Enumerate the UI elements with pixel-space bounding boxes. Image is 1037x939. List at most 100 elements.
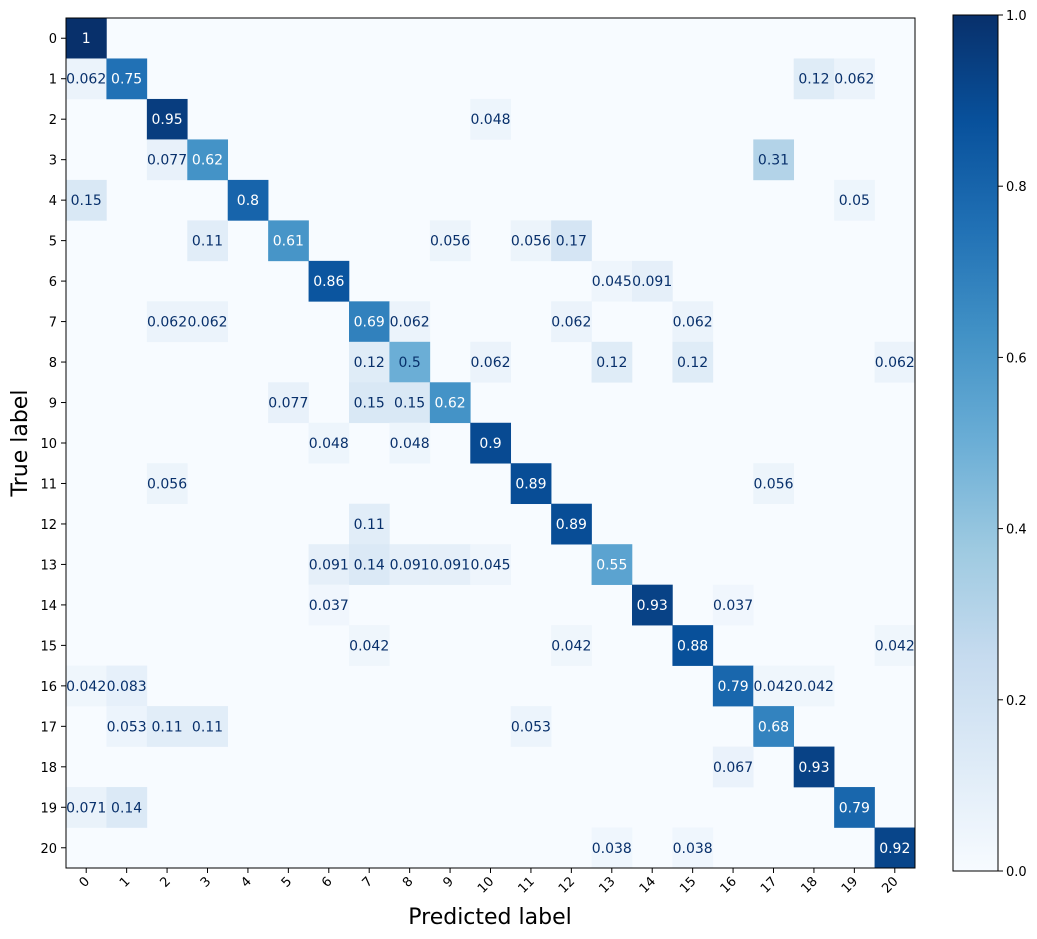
- y-tick-label: 9: [49, 397, 57, 412]
- heatmap-cell: [349, 341, 390, 383]
- x-axis-label: Predicted label: [408, 905, 571, 930]
- heatmap-cell: [753, 463, 795, 505]
- colorbar-tick-label: 1.0: [1006, 9, 1027, 24]
- heatmap-cell: [510, 463, 552, 505]
- cell-value-label: 0.86: [313, 274, 344, 290]
- cell-value-label: 0.12: [354, 355, 385, 371]
- cell-value-label: 0.75: [111, 72, 142, 88]
- heatmap-cell: [429, 220, 471, 262]
- x-tick-label: 9: [440, 874, 456, 890]
- cell-value-label: 0.045: [470, 557, 510, 573]
- colorbar-ticks: 0.0 0.2 0.4 0.6 0.8 1.0: [998, 9, 1027, 880]
- cell-value-label: 0.11: [192, 719, 223, 735]
- cell-value-label: 0.037: [713, 598, 753, 614]
- heatmap-cell: [146, 706, 188, 747]
- cell-value-label: 0.071: [66, 800, 106, 816]
- cell-value-label: 0.048: [390, 436, 430, 452]
- cell-value-label: 0.042: [349, 638, 389, 654]
- heatmap-cell: [106, 58, 148, 100]
- cell-value-label: 0.067: [713, 760, 753, 776]
- heatmap-cell: [672, 827, 714, 869]
- cell-value-label: 0.14: [111, 800, 142, 816]
- x-tick-label: 12: [556, 874, 578, 896]
- colorbar-gradient: [952, 14, 999, 872]
- colorbar-tick-label: 0.4: [1006, 523, 1027, 538]
- heatmap-cell: [834, 58, 875, 100]
- heatmap-cell: [874, 625, 916, 666]
- y-tick-label: 5: [49, 235, 57, 250]
- cell-value-label: 0.11: [354, 517, 385, 533]
- heatmap-cell: [268, 382, 309, 424]
- heatmap-cell: [308, 544, 350, 585]
- cell-value-label: 0.077: [147, 153, 187, 169]
- heatmap-cell: [753, 139, 795, 181]
- cell-value-label: 0.077: [268, 396, 308, 412]
- heatmap-cell: [793, 58, 835, 100]
- cell-value-label: 0.68: [758, 719, 789, 735]
- heatmap-cell: [389, 341, 431, 383]
- heatmap-cell: [349, 544, 390, 585]
- heatmap-cell: [551, 220, 592, 262]
- cell-value-label: 0.15: [354, 396, 385, 412]
- cell-value-label: 0.091: [390, 557, 430, 573]
- heatmap-cell: [551, 503, 592, 545]
- x-tick-label: 11: [515, 874, 537, 896]
- cell-value-label: 0.091: [309, 557, 349, 573]
- cell-value-label: 0.5: [399, 355, 421, 371]
- cell-value-label: 0.042: [753, 679, 793, 695]
- x-axis-ticks: 0 1 2 3 4 5 6 7 8 9 10 11 12 13 14 15 16 17 18 19 20: [77, 868, 902, 897]
- heatmap-cell: [187, 706, 229, 747]
- heatmap-cell: [834, 179, 875, 221]
- y-tick-label: 17: [40, 720, 57, 735]
- heatmap-cell: [146, 139, 188, 181]
- colorbar-tick-label: 0.2: [1006, 694, 1027, 709]
- heatmap-cell: [389, 382, 431, 424]
- y-tick-label: 13: [40, 558, 57, 573]
- cell-value-label: 0.045: [592, 274, 632, 290]
- heatmap-cell: [106, 706, 148, 747]
- cell-value-label: 0.062: [673, 315, 713, 331]
- y-tick-label: 8: [49, 356, 57, 371]
- x-tick-label: 15: [677, 874, 699, 896]
- cell-value-label: 0.056: [753, 476, 793, 492]
- x-tick-label: 20: [879, 874, 901, 896]
- cell-value-label: 0.042: [551, 638, 591, 654]
- y-tick-label: 12: [40, 518, 57, 533]
- y-tick-label: 0: [49, 32, 57, 47]
- heatmap-cell: [66, 18, 107, 59]
- x-tick-label: 3: [198, 874, 214, 890]
- cell-value-label: 0.12: [596, 355, 627, 371]
- x-tick-label: 2: [157, 874, 173, 890]
- heatmap-cell: [349, 503, 390, 545]
- cell-value-label: 0.79: [839, 800, 870, 816]
- cell-value-label: 0.062: [66, 72, 106, 88]
- cell-value-label: 0.93: [637, 598, 668, 614]
- heatmap-cell: [389, 301, 431, 343]
- cell-value-label: 0.12: [798, 72, 829, 88]
- heatmap-cell: [632, 584, 673, 626]
- cell-value-label: 0.091: [430, 557, 470, 573]
- cell-value-label: 0.92: [879, 841, 910, 857]
- y-tick-label: 16: [40, 680, 57, 695]
- cell-value-label: 0.15: [394, 396, 425, 412]
- heatmap-cell: [591, 827, 633, 869]
- heatmap-cell: [510, 706, 552, 747]
- heatmap-cell: [66, 665, 107, 707]
- y-tick-label: 1: [49, 73, 57, 88]
- heatmap-cell: [470, 544, 512, 585]
- y-tick-label: 20: [40, 842, 57, 857]
- y-tick-label: 18: [40, 761, 57, 776]
- cell-value-label: 0.042: [875, 638, 915, 654]
- cell-value-label: 0.05: [839, 193, 870, 209]
- cell-value-label: 0.88: [677, 638, 708, 654]
- heatmap-cell: [834, 787, 875, 828]
- cell-value-label: 0.11: [192, 234, 223, 250]
- heatmap-cell: [874, 827, 916, 869]
- heatmap-cell: [551, 625, 592, 666]
- x-tick-label: 8: [400, 874, 416, 890]
- heatmap-cell: [510, 220, 552, 262]
- colorbar-tick-label: 0.0: [1006, 865, 1027, 880]
- y-tick-label: 7: [49, 316, 57, 331]
- cell-value-label: 0.8: [237, 193, 259, 209]
